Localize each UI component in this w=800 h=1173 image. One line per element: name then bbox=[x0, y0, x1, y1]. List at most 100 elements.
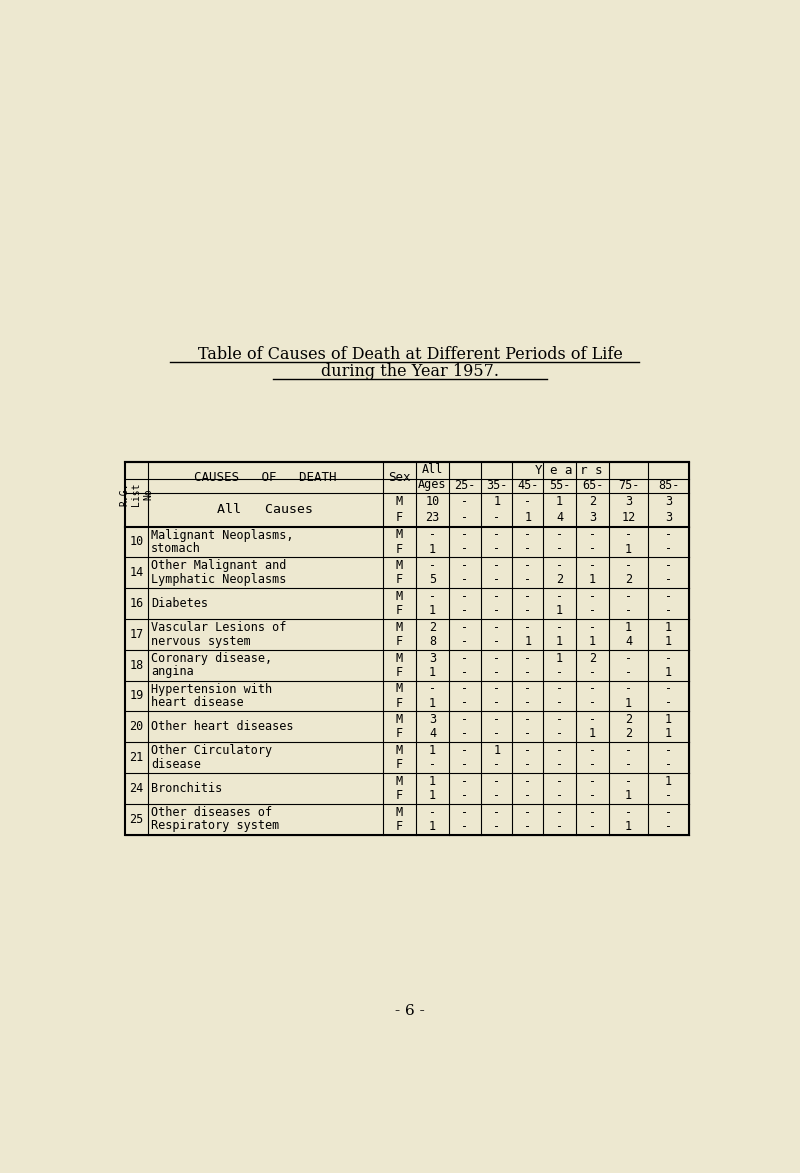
Text: Other Malignant and: Other Malignant and bbox=[151, 560, 286, 572]
Text: Vascular Lesions of: Vascular Lesions of bbox=[151, 621, 286, 635]
Text: -: - bbox=[494, 590, 500, 603]
Text: -: - bbox=[625, 590, 632, 603]
Text: F: F bbox=[396, 511, 403, 524]
Text: -: - bbox=[494, 574, 500, 586]
Text: 4: 4 bbox=[556, 511, 563, 524]
Text: F: F bbox=[396, 697, 403, 710]
Text: 1: 1 bbox=[524, 635, 531, 647]
Text: 1: 1 bbox=[589, 574, 596, 586]
Text: 3: 3 bbox=[665, 511, 672, 524]
Text: -: - bbox=[589, 528, 596, 542]
Text: 1: 1 bbox=[556, 635, 563, 647]
Text: F: F bbox=[396, 789, 403, 802]
Text: R.G.
List
No: R.G. List No bbox=[120, 482, 153, 506]
Text: 2: 2 bbox=[429, 621, 436, 633]
Text: -: - bbox=[589, 758, 596, 771]
Text: during the Year 1957.: during the Year 1957. bbox=[321, 364, 499, 380]
Text: -: - bbox=[524, 820, 531, 833]
Text: -: - bbox=[556, 774, 563, 788]
Text: 1: 1 bbox=[665, 727, 672, 740]
Text: -: - bbox=[524, 789, 531, 802]
Text: 8: 8 bbox=[429, 635, 436, 647]
Text: 17: 17 bbox=[130, 628, 143, 640]
Text: -: - bbox=[625, 560, 632, 572]
Text: -: - bbox=[494, 713, 500, 726]
Text: -: - bbox=[494, 543, 500, 556]
Text: -: - bbox=[524, 621, 531, 633]
Text: -: - bbox=[589, 590, 596, 603]
Text: 2: 2 bbox=[589, 495, 596, 508]
Text: 85-: 85- bbox=[658, 480, 679, 493]
Text: -: - bbox=[625, 744, 632, 757]
Text: Sex: Sex bbox=[388, 470, 410, 483]
Text: 2: 2 bbox=[556, 574, 563, 586]
Text: -: - bbox=[589, 666, 596, 679]
Text: M: M bbox=[396, 528, 403, 542]
Text: M: M bbox=[396, 495, 403, 508]
Text: stomach: stomach bbox=[151, 542, 201, 555]
Text: 16: 16 bbox=[130, 597, 143, 610]
Text: 1: 1 bbox=[589, 635, 596, 647]
Text: -: - bbox=[665, 574, 672, 586]
Text: -: - bbox=[589, 604, 596, 617]
Text: -: - bbox=[625, 528, 632, 542]
Text: -: - bbox=[524, 697, 531, 710]
Text: -: - bbox=[556, 543, 563, 556]
Text: 3: 3 bbox=[665, 495, 672, 508]
Text: 1: 1 bbox=[429, 789, 436, 802]
Text: -: - bbox=[494, 683, 500, 696]
Text: M: M bbox=[396, 806, 403, 819]
Text: -: - bbox=[524, 495, 531, 508]
Text: -: - bbox=[494, 806, 500, 819]
Text: -: - bbox=[429, 806, 436, 819]
Text: 19: 19 bbox=[130, 690, 143, 703]
Text: -: - bbox=[524, 651, 531, 665]
Text: F: F bbox=[396, 635, 403, 647]
Text: -: - bbox=[589, 560, 596, 572]
Text: 1: 1 bbox=[429, 697, 436, 710]
Text: 1: 1 bbox=[494, 495, 500, 508]
Text: -: - bbox=[494, 604, 500, 617]
Text: -: - bbox=[665, 806, 672, 819]
Text: 1: 1 bbox=[429, 744, 436, 757]
Text: -: - bbox=[665, 758, 672, 771]
Text: -: - bbox=[524, 666, 531, 679]
Text: -: - bbox=[556, 789, 563, 802]
Text: -: - bbox=[462, 511, 469, 524]
Text: -: - bbox=[625, 666, 632, 679]
Text: All   Causes: All Causes bbox=[218, 503, 314, 516]
Text: -: - bbox=[462, 635, 469, 647]
Text: 18: 18 bbox=[130, 658, 143, 672]
Text: -: - bbox=[665, 528, 672, 542]
Text: Bronchitis: Bronchitis bbox=[151, 782, 222, 795]
Text: -: - bbox=[524, 528, 531, 542]
Text: -: - bbox=[429, 683, 436, 696]
Text: 1: 1 bbox=[429, 543, 436, 556]
Text: -: - bbox=[462, 621, 469, 633]
Text: 24: 24 bbox=[130, 782, 143, 795]
Text: 1: 1 bbox=[665, 666, 672, 679]
Text: -: - bbox=[462, 697, 469, 710]
Text: -: - bbox=[462, 666, 469, 679]
Text: -: - bbox=[665, 820, 672, 833]
Text: M: M bbox=[396, 744, 403, 757]
Text: -: - bbox=[429, 560, 436, 572]
Text: 1: 1 bbox=[556, 604, 563, 617]
Text: M: M bbox=[396, 713, 403, 726]
Text: - 6 -: - 6 - bbox=[395, 1004, 425, 1018]
Text: 1: 1 bbox=[625, 621, 632, 633]
Text: -: - bbox=[462, 820, 469, 833]
Text: -: - bbox=[625, 806, 632, 819]
Text: F: F bbox=[396, 758, 403, 771]
Text: 3: 3 bbox=[429, 651, 436, 665]
Text: nervous system: nervous system bbox=[151, 635, 251, 647]
Text: -: - bbox=[429, 590, 436, 603]
Text: -: - bbox=[524, 744, 531, 757]
Text: -: - bbox=[556, 713, 563, 726]
Text: -: - bbox=[625, 651, 632, 665]
Text: -: - bbox=[524, 727, 531, 740]
Text: 65-: 65- bbox=[582, 480, 603, 493]
Text: 55-: 55- bbox=[549, 480, 570, 493]
Text: -: - bbox=[462, 495, 469, 508]
Text: M: M bbox=[396, 560, 403, 572]
